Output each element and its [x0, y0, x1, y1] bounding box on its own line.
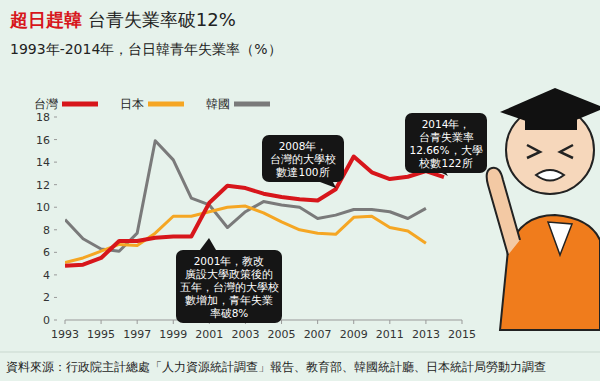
- x-tick: [425, 320, 426, 324]
- source: 資料來源：行政院主計總處「人力資源統計調查」報告、教育部、韓國統計廳、日本統計局…: [6, 360, 546, 374]
- legend-label: 台灣: [34, 97, 58, 111]
- annotation-box: [176, 250, 282, 323]
- x-tick-label: 2015: [448, 328, 476, 341]
- y-tick: [54, 274, 57, 275]
- y-tick-label: 16: [36, 134, 50, 147]
- annotation-box: [262, 135, 344, 182]
- legend-swatch: [148, 102, 184, 107]
- x-tick-label: 2009: [340, 328, 368, 341]
- series-line: [65, 156, 444, 265]
- y-tick: [54, 252, 57, 253]
- y-tick-label: 0: [43, 314, 50, 327]
- cartoon-arm: [487, 168, 520, 255]
- series-line: [65, 141, 426, 252]
- y-tick: [54, 207, 57, 208]
- annotation-text: 12.66%，大學: [409, 144, 482, 156]
- x-tick-label: 2011: [376, 328, 404, 341]
- title-part: 超日趕韓: [9, 9, 82, 30]
- title: 超日趕韓 台青失業率破12%: [9, 9, 236, 30]
- annotation-box: [405, 113, 487, 173]
- x-tick-label: 2013: [412, 328, 440, 341]
- legend-swatch: [234, 102, 270, 107]
- x-tick-label: 2003: [231, 328, 259, 341]
- x-tick-label: 1995: [87, 328, 115, 341]
- annotation-text: 廣設大學政策後的: [185, 268, 273, 280]
- x-tick-label: 2001: [195, 328, 223, 341]
- separator: [0, 352, 600, 353]
- chart: 超日趕韓 台青失業率破12% 1993年-2014年，台日韓青年失業率（%） 台灣 日…: [0, 0, 600, 381]
- annotation-text: 2014年，: [422, 118, 471, 130]
- y-tick: [54, 320, 57, 321]
- y-tick: [54, 184, 57, 185]
- x-tick: [65, 320, 66, 324]
- annotation-text: 台青失業率: [419, 131, 474, 143]
- cartoon-eye: [527, 145, 540, 158]
- y-tick-label: 14: [36, 156, 50, 169]
- y-tick-label: 2: [43, 291, 50, 304]
- title-part: 台青失業率破12%: [82, 9, 236, 30]
- annotation-text: 台灣的大學校: [270, 153, 336, 165]
- y-tick: [54, 162, 57, 163]
- cartoon-mouth: [536, 170, 564, 181]
- plot-lines: [65, 141, 444, 266]
- annotation: 2008年，台灣的大學校數達100所: [262, 135, 344, 188]
- y-tick-label: 10: [36, 201, 50, 214]
- annotation-pointer: [200, 238, 216, 250]
- x-tick: [101, 320, 102, 324]
- x-tick: [281, 320, 282, 324]
- x-tick: [353, 320, 354, 324]
- annotation-text: 數達100所: [276, 166, 329, 178]
- x-tick: [462, 320, 463, 324]
- cartoon-cap-base: [525, 112, 577, 130]
- legend-label: 日本: [120, 97, 144, 111]
- annotation-text: 率破8%: [210, 307, 249, 319]
- y-tick-label: 18: [36, 111, 50, 124]
- annotation-text: 2008年，: [279, 140, 328, 152]
- y-tick: [54, 297, 57, 298]
- x-tick-label: 2007: [304, 328, 332, 341]
- annotation-pointer: [320, 182, 336, 188]
- cartoon-cap: [500, 88, 600, 130]
- y-tick: [54, 139, 57, 140]
- annotation: 2014年，台青失業率12.66%，大學校數122所: [405, 113, 487, 176]
- x-tick: [173, 320, 174, 324]
- y-tick-label: 6: [43, 246, 50, 259]
- x-tick: [389, 320, 390, 324]
- y-tick-label: 8: [43, 224, 50, 237]
- x-tick: [137, 320, 138, 324]
- y-tick: [54, 229, 57, 230]
- cartoon: [487, 88, 600, 330]
- x-tick-label: 1997: [123, 328, 151, 341]
- x-tick-label: 1993: [51, 328, 79, 341]
- y-tick-label: 12: [36, 179, 50, 192]
- legend-label: 韓國: [206, 97, 230, 111]
- x-tick-label: 1999: [159, 328, 187, 341]
- x-tick: [317, 320, 318, 324]
- cartoon-collar: [548, 222, 572, 255]
- subtitle: 1993年-2014年，台日韓青年失業率（%）: [10, 41, 282, 57]
- annotation: 2001年，教改廣設大學政策後的五年，台灣的大學校數增加，青年失業率破8%: [176, 238, 282, 323]
- y-tick-label: 4: [43, 269, 50, 282]
- annotation-text: 2001年，教改: [194, 255, 265, 267]
- cartoon-eye: [560, 145, 573, 158]
- legend-swatch: [62, 102, 98, 107]
- x-tick-label: 2005: [268, 328, 296, 341]
- annotation-text: 五年，台灣的大學校: [180, 281, 279, 293]
- annotation-text: 校數122所: [418, 157, 472, 169]
- cartoon-head: [506, 106, 594, 194]
- annotation-text: 數增加，青年失業: [185, 294, 273, 306]
- y-tick: [54, 117, 57, 118]
- background: [0, 0, 600, 381]
